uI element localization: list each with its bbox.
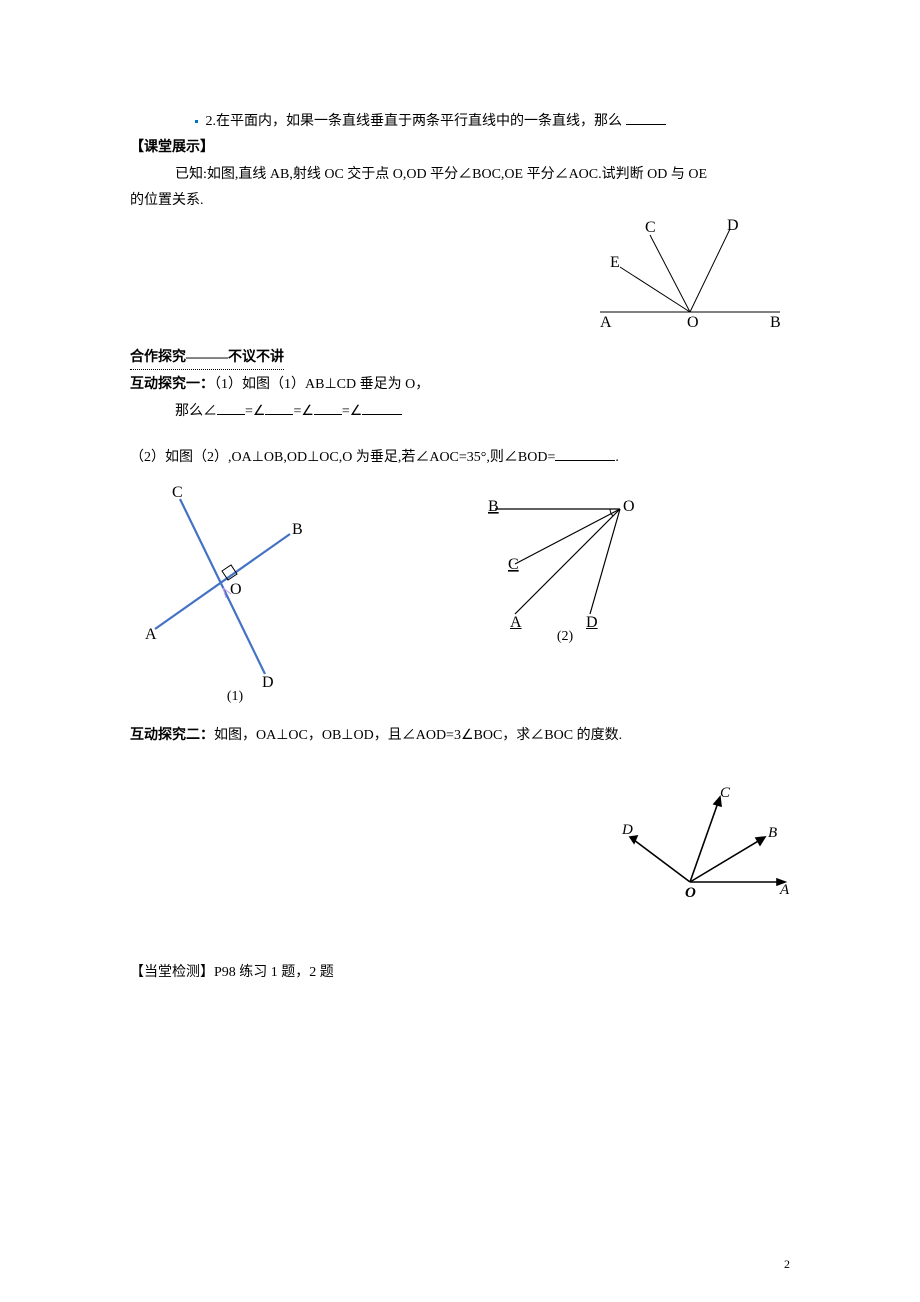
coop2-text: 如图，OA⊥OC，OB⊥OD，且∠AOD=3∠BOC，求∠BOC 的度数. [214,728,622,743]
blank-fill [217,400,245,415]
coop-p2-text: （2）如图（2）,OA⊥OB,OD⊥OC,O 为垂足,若∠AOC=35°,则∠B… [130,450,555,465]
eq1: =∠ [245,404,265,419]
final-heading: 【当堂检测】P98 练习 1 题，2 题 [130,962,790,984]
page-number: 2 [784,1257,790,1272]
figure-3-svg: B O C A D [460,479,670,629]
figure-1-wrap: A B O C D E [590,217,790,327]
blank-fill [362,400,402,415]
fig1-label-A: A [600,314,612,327]
coop-title-line: 合作探究———不议不讲 [130,347,790,370]
coop-p1-l2-prefix: 那么∠ [175,404,217,419]
fig4-label-C: C [720,785,731,801]
page-root: 2.在平面内，如果一条直线垂直于两条平行直线中的一条直线，那么 【课堂展示】 已… [0,0,920,984]
blank-fill [314,400,342,415]
fig3-label-O: O [623,498,635,515]
coop2-line: 互动探究二：如图，OA⊥OC，OB⊥OD，且∠AOD=3∠BOC，求∠BOC 的… [130,725,790,747]
problem-line-1: 已知:如图,直线 AB,射线 OC 交于点 O,OD 平分∠BOC,OE 平分∠… [130,164,790,186]
figures-row: A B C D O (1) [130,479,790,705]
figure-4-svg: A B C D O [620,782,790,902]
fig1-label-O: O [687,314,699,327]
fig1-label-D: D [727,217,739,234]
top-line-2: 2.在平面内，如果一条直线垂直于两条平行直线中的一条直线，那么 [130,110,790,133]
fig1-label-B: B [770,314,781,327]
fig2-label-C: C [172,484,183,501]
fig2-caption: (1) [227,689,243,705]
figure-1-svg: A B O C D E [590,217,790,327]
decorative-dot-icon [195,120,198,123]
coop-p2: （2）如图（2）,OA⊥OB,OD⊥OC,O 为垂足,若∠AOC=35°,则∠B… [130,446,790,469]
top-line-2-text: 2.在平面内，如果一条直线垂直于两条平行直线中的一条直线，那么 [206,114,623,129]
blank-fill [265,400,293,415]
fig4-label-O: O [685,885,696,901]
coop-title: 合作探究———不议不讲 [130,347,284,370]
coop-p1-text: （1）如图（1）AB⊥CD 垂足为 O， [214,377,429,392]
blank-fill [555,446,615,461]
fig3-label-B: B [488,498,499,515]
coop-p1-line2: 那么∠ =∠ =∠ =∠ [130,400,790,423]
fig3-label-D: D [586,614,598,629]
coop2-prefix: 互动探究二： [130,728,214,743]
fig1-label-C: C [645,219,656,236]
fig1-label-E: E [610,254,620,271]
coop-p2-suffix: . [615,450,619,465]
figure-2-svg: A B C D O [130,479,340,689]
figure-4-wrap: A B C D O [620,782,790,902]
figure-3-wrap: B O C A D (2) [460,479,670,705]
eq2: =∠ [293,404,313,419]
coop-p1: 互动探究一：（1）如图（1）AB⊥CD 垂足为 O， [130,374,790,396]
fig4-label-A: A [779,882,790,898]
fig2-label-A: A [145,626,157,643]
fig3-caption: (2) [557,629,573,645]
figure-2-wrap: A B C D O (1) [130,479,340,705]
fig2-label-D: D [262,674,274,689]
problem-line-2: 的位置关系. [130,190,790,212]
heading-classroom: 【课堂展示】 [130,137,790,159]
coop-p1-prefix: 互动探究一： [130,377,214,392]
eq3: =∠ [342,404,362,419]
fig2-label-B: B [292,521,303,538]
blank-fill [626,110,666,125]
fig4-label-D: D [621,822,633,838]
fig4-label-B: B [768,825,777,841]
fig2-label-O: O [230,581,242,598]
fig3-label-A: A [510,614,522,629]
fig3-label-C: C [508,556,519,573]
